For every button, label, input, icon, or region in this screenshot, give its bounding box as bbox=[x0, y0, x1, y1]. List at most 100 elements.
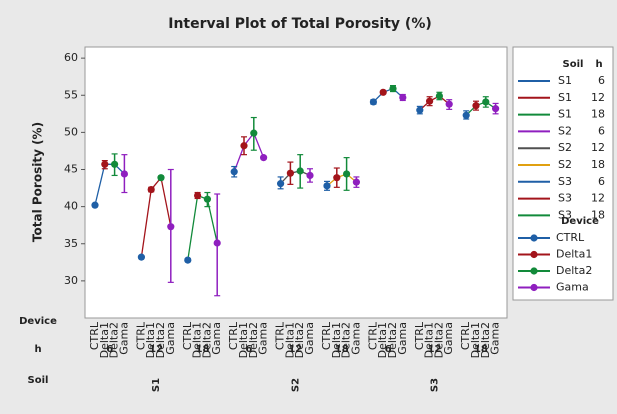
device-label: Delta1 bbox=[423, 322, 436, 358]
device-label: Delta2 bbox=[386, 322, 399, 358]
mean-marker bbox=[296, 167, 304, 175]
mean-marker bbox=[120, 170, 128, 178]
soil-label: S3 bbox=[430, 378, 441, 392]
h-label: 18 bbox=[196, 344, 210, 355]
h-label: 18 bbox=[335, 344, 349, 355]
device-label: CTRL bbox=[366, 321, 379, 350]
device-label: Delta2 bbox=[108, 322, 121, 358]
mean-marker bbox=[167, 223, 175, 231]
legend-device: Gama bbox=[556, 281, 589, 294]
legend-device: Delta1 bbox=[556, 248, 592, 261]
mean-marker bbox=[445, 100, 453, 108]
legend-h: 12 bbox=[591, 91, 605, 104]
mean-marker bbox=[213, 239, 221, 247]
mean-marker bbox=[157, 174, 165, 182]
device-label: Gama bbox=[210, 322, 223, 355]
device-label: Delta2 bbox=[200, 322, 213, 358]
device-label: Gama bbox=[164, 322, 177, 355]
device-label: Delta2 bbox=[340, 322, 353, 358]
device-label: Delta1 bbox=[469, 322, 482, 358]
device-label: Delta1 bbox=[283, 322, 296, 358]
device-label: CTRL bbox=[181, 321, 194, 350]
h-label: 12 bbox=[288, 344, 302, 355]
y-tick-label: 45 bbox=[64, 163, 78, 176]
device-label: Delta1 bbox=[330, 322, 343, 358]
mean-marker bbox=[240, 142, 248, 150]
mean-marker bbox=[369, 98, 377, 106]
legend-device: Delta2 bbox=[556, 264, 592, 277]
device-label: Delta1 bbox=[191, 322, 204, 358]
mean-marker bbox=[147, 185, 155, 194]
h-label: 6 bbox=[245, 344, 252, 355]
legend-marker bbox=[530, 250, 538, 259]
legend-header: Soil bbox=[563, 59, 584, 70]
legend-soil: S2 bbox=[558, 141, 572, 154]
legend-h: 6 bbox=[598, 74, 605, 87]
mean-marker bbox=[352, 178, 360, 186]
mean-marker bbox=[426, 97, 434, 105]
row-label: h bbox=[34, 344, 41, 355]
group-line bbox=[465, 101, 496, 116]
device-label: CTRL bbox=[134, 321, 147, 350]
device-label: Gama bbox=[117, 322, 130, 355]
device-label: Delta2 bbox=[154, 322, 167, 358]
mean-marker bbox=[492, 105, 500, 113]
device-label: Delta2 bbox=[293, 322, 306, 358]
legend-marker bbox=[530, 283, 538, 292]
device-label: CTRL bbox=[227, 321, 240, 350]
y-tick-label: 60 bbox=[64, 51, 78, 64]
legend-soil: S3 bbox=[558, 175, 572, 188]
mean-marker bbox=[482, 98, 490, 106]
legend-marker bbox=[530, 267, 538, 275]
legend-header: h bbox=[595, 59, 602, 70]
device-label: Gama bbox=[442, 322, 455, 355]
mean-marker bbox=[111, 160, 119, 168]
group-line bbox=[187, 194, 218, 261]
device-label: CTRL bbox=[413, 321, 426, 350]
mean-marker bbox=[260, 154, 268, 162]
mean-marker bbox=[101, 160, 109, 168]
legend-h: 6 bbox=[598, 124, 605, 137]
mean-marker bbox=[416, 106, 424, 114]
h-label: 6 bbox=[385, 344, 392, 355]
h-label: 12 bbox=[428, 344, 442, 355]
legend-soil: S1 bbox=[558, 108, 572, 121]
legend-soil: S2 bbox=[558, 158, 572, 171]
device-label: Gama bbox=[396, 322, 409, 355]
legend-soil: S1 bbox=[558, 74, 572, 87]
legend-soil: S3 bbox=[558, 208, 572, 221]
mean-marker bbox=[137, 253, 145, 261]
mean-marker bbox=[435, 92, 443, 100]
mean-marker bbox=[379, 88, 387, 96]
mean-marker bbox=[203, 195, 211, 203]
device-label: CTRL bbox=[320, 321, 333, 350]
mean-marker bbox=[343, 170, 351, 178]
device-label: Gama bbox=[489, 322, 502, 355]
legend-h: 18 bbox=[591, 158, 605, 171]
legend-h: 18 bbox=[591, 108, 605, 121]
device-label: Delta1 bbox=[237, 322, 250, 358]
row-label: Device bbox=[19, 316, 57, 327]
legend-soil: S1 bbox=[558, 91, 572, 104]
mean-marker bbox=[286, 169, 294, 177]
device-label: Delta2 bbox=[247, 322, 260, 358]
mean-marker bbox=[194, 191, 202, 200]
device-label: CTRL bbox=[274, 321, 287, 350]
mean-marker bbox=[472, 102, 480, 110]
group-line bbox=[233, 131, 265, 172]
legend-soil: S3 bbox=[558, 192, 572, 205]
y-tick-label: 35 bbox=[64, 237, 78, 250]
device-label: Delta1 bbox=[144, 322, 157, 358]
group-line bbox=[372, 87, 404, 103]
y-tick-label: 55 bbox=[64, 88, 78, 101]
mean-marker bbox=[399, 93, 407, 102]
device-label: Gama bbox=[349, 322, 362, 355]
device-label: Delta1 bbox=[376, 322, 389, 358]
h-label: 18 bbox=[474, 344, 488, 355]
mean-marker bbox=[333, 174, 341, 182]
group-line bbox=[94, 163, 125, 206]
row-label: Soil bbox=[28, 375, 49, 386]
soil-label: S1 bbox=[151, 378, 162, 392]
mean-marker bbox=[277, 180, 285, 188]
device-label: Gama bbox=[257, 322, 270, 355]
